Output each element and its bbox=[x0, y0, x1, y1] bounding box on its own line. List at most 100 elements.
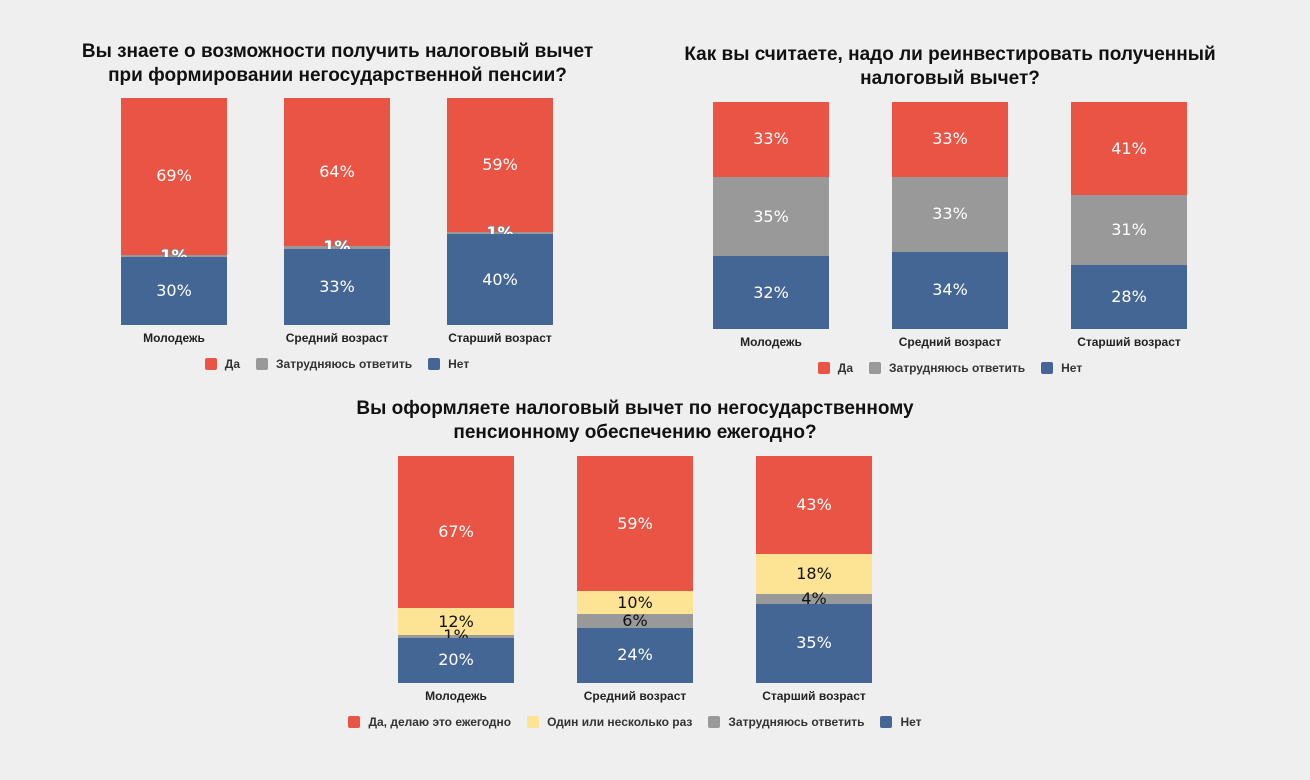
bar-segment bbox=[713, 176, 829, 257]
data-label: 32% bbox=[753, 282, 789, 302]
legend-item: Затрудняюсь ответить bbox=[869, 361, 1025, 375]
bar-segment bbox=[1071, 102, 1187, 196]
legend-swatch bbox=[348, 716, 361, 728]
data-label: 24% bbox=[617, 645, 653, 665]
bar-segment bbox=[447, 234, 553, 325]
data-label: 43% bbox=[796, 494, 832, 514]
chart-3-title: Вы оформляете налоговый вычет по негосуд… bbox=[335, 397, 935, 445]
legend-swatch bbox=[428, 358, 441, 370]
bar-segment bbox=[577, 614, 693, 628]
legend-label: Один или несколько раз bbox=[547, 715, 693, 729]
legend-swatch bbox=[817, 362, 830, 374]
category-label: Средний возраст bbox=[285, 331, 389, 345]
stacked-bar: 33% 35% 32% bbox=[713, 102, 829, 329]
data-label: 4% bbox=[801, 589, 827, 608]
bar-segment bbox=[892, 251, 1008, 329]
legend-label: Нет bbox=[448, 357, 470, 371]
legend-swatch bbox=[880, 716, 893, 728]
bar-segment bbox=[284, 246, 390, 249]
bar-segment bbox=[284, 248, 390, 325]
legend: Да Затрудняюсь ответить Нет bbox=[17, 357, 657, 371]
bar-segment bbox=[398, 637, 514, 683]
bar-segment bbox=[577, 591, 693, 615]
data-label: 41% bbox=[1111, 138, 1147, 158]
bar-segment bbox=[756, 553, 872, 595]
legend: Да Затрудняюсь ответить Нет bbox=[630, 361, 1270, 375]
legend-swatch bbox=[869, 362, 882, 374]
stacked-bar: 67% 12% 1% 20% bbox=[398, 456, 514, 683]
data-label: 35% bbox=[796, 633, 832, 653]
category-label: Молодежь bbox=[425, 689, 487, 703]
legend-label: Да bbox=[837, 361, 854, 375]
bar-segment bbox=[284, 98, 390, 247]
legend-swatch bbox=[527, 716, 540, 728]
bar-segment bbox=[713, 102, 829, 177]
data-label: 10% bbox=[617, 592, 653, 612]
stacked-bar: 64% 1% 33% bbox=[284, 98, 390, 325]
data-label: 28% bbox=[1111, 287, 1147, 307]
bar-segment bbox=[577, 456, 693, 592]
chart-1-title-line-2: при формировании негосударственной пенси… bbox=[108, 65, 567, 86]
data-label: 34% bbox=[932, 280, 968, 300]
category-label: Средний возраст bbox=[583, 689, 687, 703]
bar-segment bbox=[121, 256, 227, 325]
bar-segment bbox=[121, 254, 227, 257]
bar-segment bbox=[577, 627, 693, 683]
legend-swatch bbox=[204, 358, 217, 370]
legend-item: Да bbox=[817, 361, 854, 375]
stacked-bar: 33% 33% 34% bbox=[892, 102, 1008, 329]
bar-segment bbox=[447, 231, 553, 235]
data-label: 33% bbox=[319, 276, 355, 296]
legend-label: Нет bbox=[900, 715, 922, 729]
chart-2-title-line-1: Как вы считаете, надо ли реинвестировать… bbox=[684, 44, 1216, 65]
data-label: 69% bbox=[156, 166, 192, 186]
data-label: 12% bbox=[438, 611, 474, 631]
legend-swatch bbox=[708, 716, 721, 728]
stacked-bar: 69% 1% 30% bbox=[121, 98, 227, 325]
legend: Да, делаю это ежегодно Один или несколько… bbox=[315, 715, 955, 729]
chart-3-title-line-1: Вы оформляете налоговый вычет по негосуд… bbox=[356, 398, 914, 419]
category-label: Старший возраст bbox=[762, 689, 866, 703]
legend-item: Да, делаю это ежегодно bbox=[348, 715, 511, 729]
data-label: 18% bbox=[796, 564, 832, 584]
data-label: 31% bbox=[1111, 220, 1147, 240]
legend-item: Нет bbox=[1041, 361, 1082, 375]
category-label: Старший возраст bbox=[1077, 335, 1181, 349]
legend-label: Да bbox=[224, 357, 241, 371]
chart-2-title-line-2: налоговый вычет? bbox=[860, 68, 1040, 89]
legend-label: Затрудняюсь ответить bbox=[276, 357, 413, 371]
legend-label: Да, делаю это ежегодно bbox=[368, 715, 512, 729]
legend-item: Затрудняюсь ответить bbox=[256, 357, 412, 371]
category-label: Старший возраст bbox=[448, 331, 552, 345]
legend-item: Да bbox=[204, 357, 241, 371]
bar-segment bbox=[713, 256, 829, 329]
bar-segment bbox=[1071, 265, 1187, 329]
legend-item: Один или несколько раз bbox=[527, 715, 692, 729]
stacked-bar: 59% 10% 6% 24% bbox=[577, 456, 693, 683]
bar-segment bbox=[892, 176, 1008, 252]
bar-segment bbox=[892, 102, 1008, 177]
bar-segment bbox=[398, 608, 514, 636]
legend-label: Нет bbox=[1061, 361, 1083, 375]
bar-segment bbox=[398, 635, 514, 638]
category-label: Молодежь bbox=[740, 335, 802, 349]
bar-segment bbox=[447, 98, 553, 232]
data-label: 6% bbox=[622, 611, 648, 631]
legend-item: Затрудняюсь ответить bbox=[708, 715, 864, 729]
data-label: 59% bbox=[482, 154, 518, 174]
data-label: 33% bbox=[932, 204, 968, 224]
stacked-bar: 41% 31% 28% bbox=[1071, 102, 1187, 329]
data-label: 59% bbox=[617, 513, 653, 533]
category-label: Молодежь bbox=[143, 331, 205, 345]
stacked-bar: 43% 18% 4% 35% bbox=[756, 456, 872, 683]
legend-label: Затрудняюсь ответить bbox=[889, 361, 1026, 375]
bar-segment bbox=[398, 456, 514, 609]
legend-swatch bbox=[256, 358, 269, 370]
legend-label: Затрудняюсь ответить bbox=[728, 715, 865, 729]
bar-segment bbox=[121, 98, 227, 255]
bar-segment bbox=[756, 456, 872, 554]
data-label: 64% bbox=[319, 162, 355, 182]
bar-segment bbox=[1071, 195, 1187, 266]
data-label: 30% bbox=[156, 280, 192, 300]
chart-2-title: Как вы считаете, надо ли реинвестировать… bbox=[650, 43, 1250, 91]
